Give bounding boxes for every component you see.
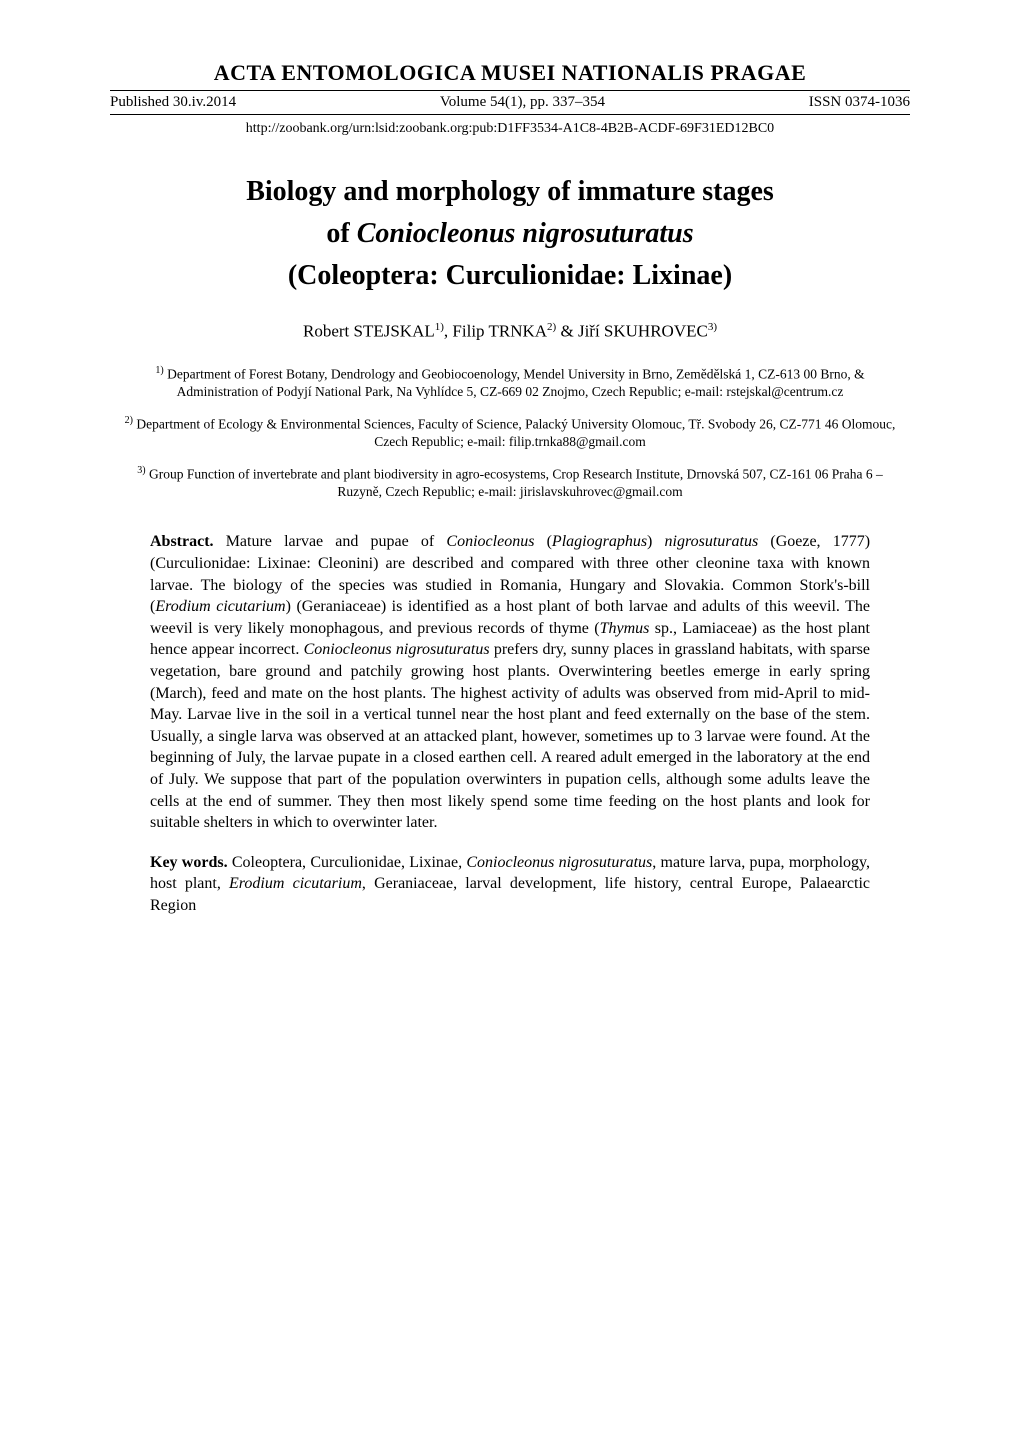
affil-3-text: Group Function of invertebrate and plant… <box>146 466 883 499</box>
affil-2-text: Department of Ecology & Environmental Sc… <box>133 416 895 449</box>
keywords-t1: Coleoptera, Curculionidae, Lixinae, <box>228 854 467 871</box>
volume-pages: Volume 54(1), pp. 337–354 <box>440 94 605 111</box>
keywords-label: Key words. <box>150 854 228 871</box>
title-line-3: (Coleoptera: Curculionidae: Lixinae) <box>110 255 910 297</box>
author-sep-2: & <box>556 322 578 341</box>
keywords-i2: Erodium cicutarium <box>229 875 362 892</box>
abstract-i3: nigrosuturatus <box>665 533 759 550</box>
author-3-sup: 3) <box>708 321 717 333</box>
title-line-2-prefix: of <box>326 218 356 249</box>
zoobank-url: http://zoobank.org/urn:lsid:zoobank.org:… <box>110 121 910 137</box>
journal-meta-row: Published 30.iv.2014 Volume 54(1), pp. 3… <box>110 90 910 115</box>
affiliation-3: 3) Group Function of invertebrate and pl… <box>110 464 910 502</box>
affiliation-2: 2) Department of Ecology & Environmental… <box>110 414 910 452</box>
abstract-t7: prefers dry, sunny places in grassland h… <box>150 641 870 831</box>
abstract-i5: Thymus <box>600 620 650 637</box>
affil-1-text: Department of Forest Botany, Dendrology … <box>164 366 865 399</box>
author-2: Filip TRNKA <box>452 322 547 341</box>
article-title: Biology and morphology of immature stage… <box>110 171 910 297</box>
journal-name: ACTA ENTOMOLOGICA MUSEI NATIONALIS PRAGA… <box>110 60 910 86</box>
abstract-i2: Plagiographus <box>552 533 647 550</box>
issn: ISSN 0374-1036 <box>809 94 910 111</box>
keywords: Key words. Coleoptera, Curculionidae, Li… <box>150 852 870 917</box>
author-2-sup: 2) <box>547 321 556 333</box>
affil-2-sup: 2) <box>125 415 133 426</box>
abstract-i6: Coniocleonus nigrosuturatus <box>304 641 490 658</box>
affiliation-1: 1) Department of Forest Botany, Dendrolo… <box>110 364 910 402</box>
abstract: Abstract. Mature larvae and pupae of Con… <box>150 531 870 833</box>
title-line-2: of Coniocleonus nigrosuturatus <box>110 213 910 255</box>
author-1: Robert STEJSKAL <box>303 322 435 341</box>
title-line-1: Biology and morphology of immature stage… <box>110 171 910 213</box>
published-date: Published 30.iv.2014 <box>110 94 236 111</box>
keywords-i1: Coniocleonus nigrosuturatus <box>466 854 652 871</box>
abstract-i1: Coniocleonus <box>446 533 534 550</box>
author-3: Jiří SKUHROVEC <box>578 322 708 341</box>
abstract-i4: Erodium cicutarium <box>155 598 285 615</box>
author-1-sup: 1) <box>435 321 444 333</box>
abstract-t2: ( <box>534 533 552 550</box>
title-species: Coniocleonus nigrosuturatus <box>357 218 694 249</box>
authors: Robert STEJSKAL1), Filip TRNKA2) & Jiří … <box>110 321 910 342</box>
abstract-t3: ) <box>647 533 665 550</box>
affil-3-sup: 3) <box>137 465 145 476</box>
abstract-t1: Mature larvae and pupae of <box>214 533 447 550</box>
abstract-label: Abstract. <box>150 533 214 550</box>
affil-1-sup: 1) <box>155 365 163 376</box>
